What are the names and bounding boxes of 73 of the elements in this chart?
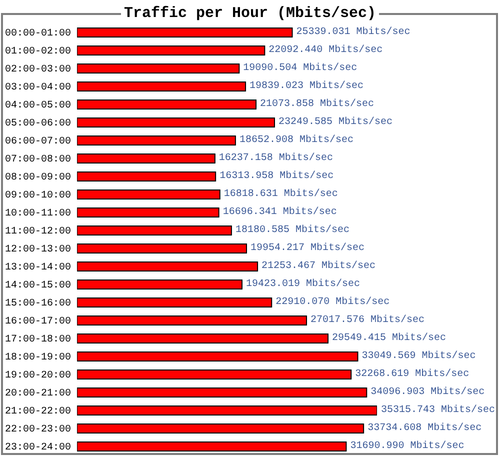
y-tick-label: 13:00-14:00 (4, 262, 71, 274)
bar (77, 136, 236, 146)
y-tick-label: 09:00-10:00 (4, 190, 71, 202)
y-tick-label: 05:00-06:00 (4, 118, 71, 130)
y-tick-label: 04:00-05:00 (4, 100, 71, 112)
y-tick-label: 19:00-20:00 (4, 370, 71, 382)
data-label: 33734.608 Mbits/sec (368, 422, 482, 434)
bar (77, 370, 352, 380)
y-tick-label: 15:00-16:00 (4, 298, 71, 310)
bar (77, 424, 364, 434)
bar (77, 262, 258, 272)
y-tick-label: 06:00-07:00 (4, 136, 71, 148)
bar (77, 406, 377, 416)
data-label: 16696.341 Mbits/sec (222, 206, 337, 218)
data-label: 16313.958 Mbits/sec (220, 170, 334, 182)
y-tick-label: 08:00-09:00 (4, 172, 71, 184)
data-label: 29549.415 Mbits/sec (332, 332, 446, 344)
bar (77, 208, 220, 218)
data-label: 32268.619 Mbits/sec (355, 368, 470, 380)
bar (77, 28, 293, 38)
data-label: 22910.070 Mbits/sec (276, 296, 390, 308)
y-tick-label: 03:00-04:00 (4, 82, 71, 94)
bar (77, 352, 358, 362)
bar (77, 64, 240, 74)
y-tick-label: 23:00-24:00 (4, 442, 71, 454)
y-tick-label: 02:00-03:00 (4, 64, 71, 76)
bar (77, 280, 242, 290)
y-tick-label: 01:00-02:00 (4, 46, 71, 58)
bar (77, 190, 220, 200)
bar (77, 118, 275, 128)
y-tick-label: 00:00-01:00 (4, 28, 71, 40)
bar (77, 46, 266, 56)
bar (77, 388, 368, 398)
y-tick-label: 10:00-11:00 (4, 208, 71, 220)
y-tick-label: 07:00-08:00 (4, 154, 71, 166)
data-label: 16237.158 Mbits/sec (218, 152, 333, 164)
y-tick-label: 12:00-13:00 (4, 244, 71, 256)
data-label: 31690.990 Mbits/sec (350, 440, 464, 452)
y-tick-label: 21:00-22:00 (4, 406, 71, 418)
data-label: 19423.019 Mbits/sec (246, 278, 360, 290)
y-tick-label: 17:00-18:00 (4, 334, 71, 346)
data-label: 19839.023 Mbits/sec (250, 80, 364, 92)
bar (77, 334, 329, 344)
data-label: 25339.031 Mbits/sec (296, 26, 410, 38)
y-tick-label: 16:00-17:00 (4, 316, 71, 328)
data-label: 23249.585 Mbits/sec (278, 116, 393, 128)
bar (77, 172, 216, 182)
bar (77, 82, 246, 92)
bar (77, 226, 232, 236)
y-tick-label: 18:00-19:00 (4, 352, 71, 364)
bar (77, 316, 308, 326)
data-label: 33049.569 Mbits/sec (362, 350, 476, 362)
bar (77, 100, 257, 110)
data-label: 21253.467 Mbits/sec (262, 260, 376, 272)
bar (77, 442, 347, 452)
data-label: 21073.858 Mbits/sec (260, 98, 374, 110)
data-label: 18652.908 Mbits/sec (239, 134, 354, 146)
data-label: 18180.585 Mbits/sec (235, 224, 350, 236)
bar (77, 298, 272, 308)
data-label: 16818.631 Mbits/sec (224, 188, 338, 200)
data-label: 22092.440 Mbits/sec (268, 44, 383, 56)
y-tick-label: 14:00-15:00 (4, 280, 71, 292)
data-label: 19954.217 Mbits/sec (250, 242, 365, 254)
bar (77, 154, 216, 164)
data-label: 27017.576 Mbits/sec (310, 314, 425, 326)
data-label: 34096.903 Mbits/sec (370, 386, 485, 398)
y-tick-label: 20:00-21:00 (4, 388, 71, 400)
y-tick-label: 11:00-12:00 (4, 226, 71, 238)
data-label: 35315.743 Mbits/sec (381, 404, 496, 416)
data-label: 19090.504 Mbits/sec (243, 62, 358, 74)
bar (77, 244, 248, 254)
y-tick-label: 22:00-23:00 (4, 424, 71, 436)
chart-title: Traffic per Hour (Mbits/sec) (120, 5, 380, 22)
